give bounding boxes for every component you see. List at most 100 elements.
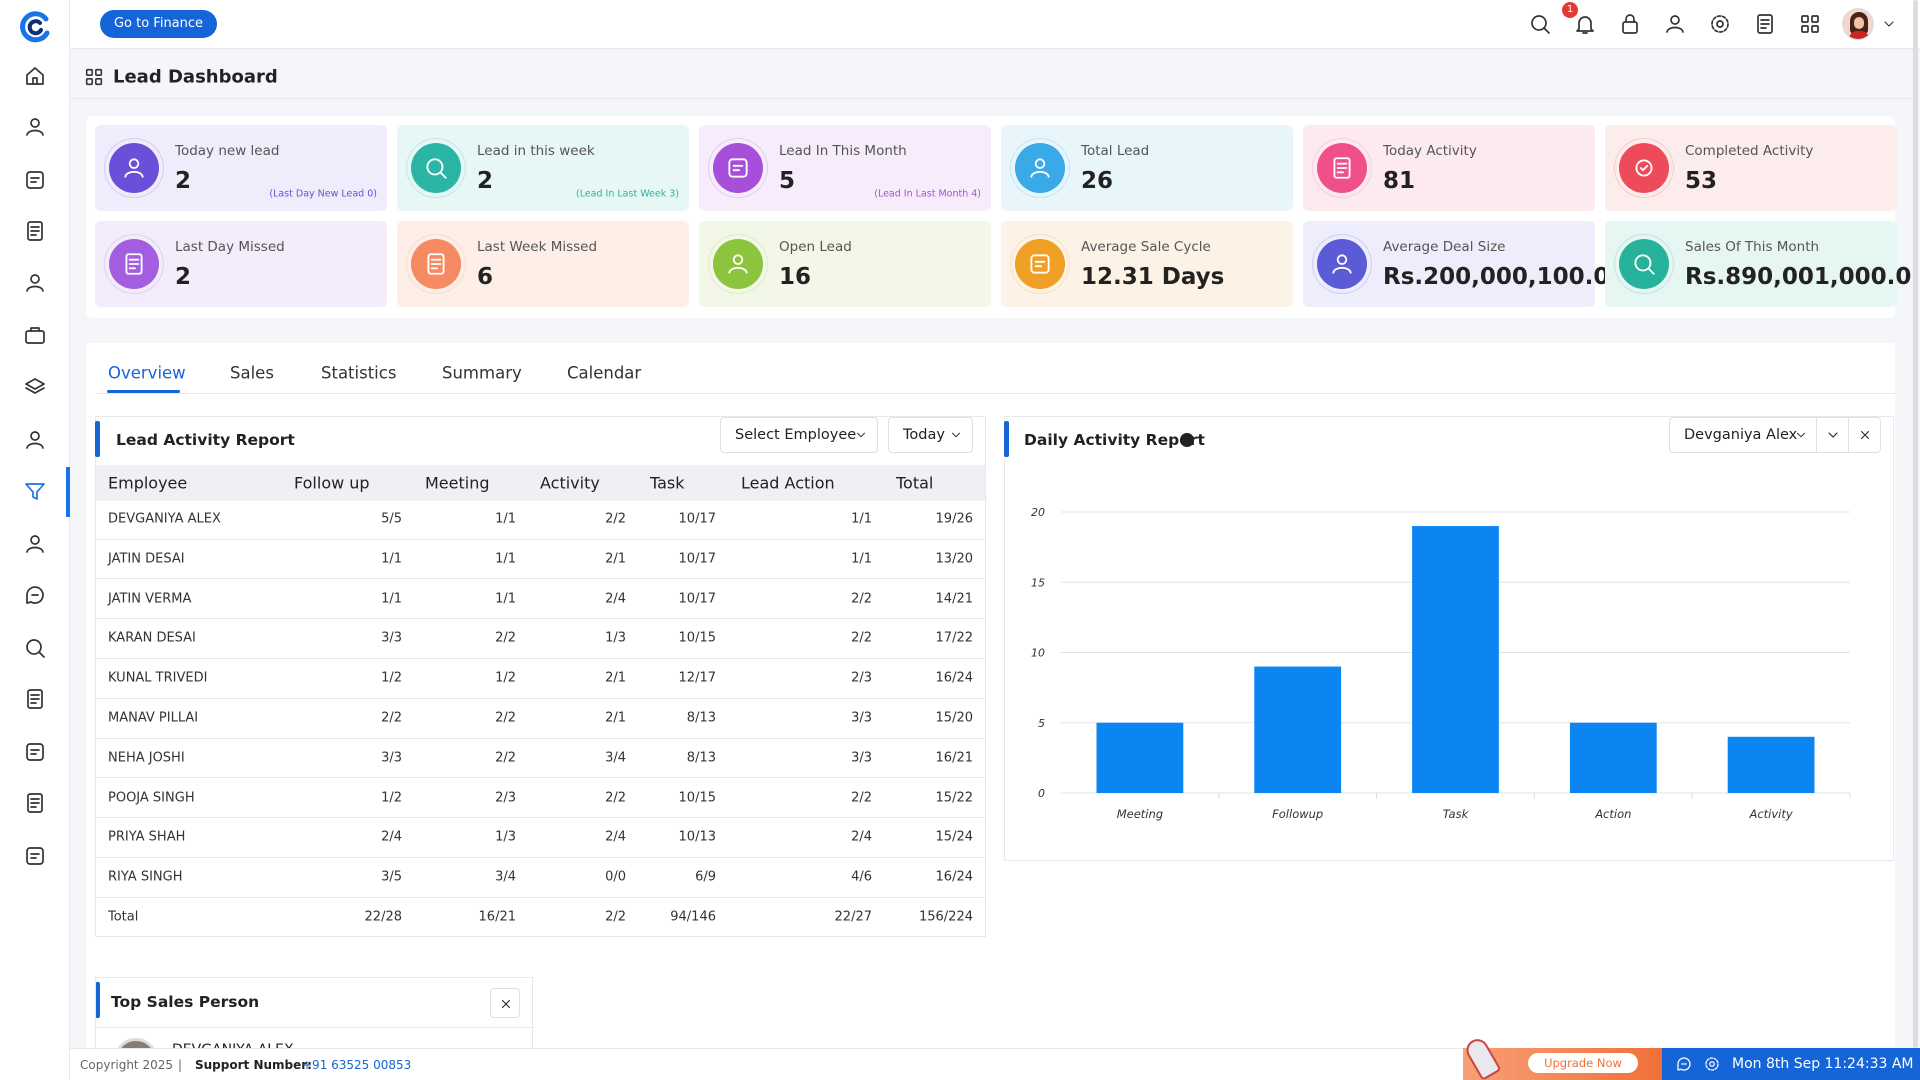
clock-icon — [1705, 1057, 1719, 1071]
stat-glyph — [427, 253, 445, 275]
column-header: Employee — [108, 473, 188, 493]
icon-shape — [1757, 14, 1773, 34]
sidebar — [0, 0, 70, 1080]
value-cell: 2/2 — [495, 710, 516, 726]
employee-cell: DEVGANIYA ALEX — [108, 511, 221, 527]
stat-value: Rs.890,001,000.0 — [1685, 264, 1912, 290]
y-tick-label: 20 — [1031, 506, 1045, 519]
stat-icon — [411, 143, 461, 193]
sidebar-icon[interactable] — [23, 844, 47, 868]
sidebar-icon[interactable] — [23, 687, 47, 711]
stat-value: 5 — [779, 168, 796, 194]
stat-card: Average Sale Cycle 12.31 Days — [1001, 221, 1293, 307]
avatar-body — [1849, 31, 1869, 39]
sidebar-icon[interactable] — [23, 791, 47, 815]
value-cell: 14/21 — [935, 591, 973, 607]
row-divider — [96, 618, 985, 620]
sidebar-icon[interactable] — [23, 636, 47, 660]
tab[interactable]: Statistics — [321, 363, 397, 383]
column-header: Lead Action — [741, 473, 835, 493]
sidebar-icon[interactable] — [23, 479, 47, 503]
stat-value: 2 — [175, 168, 192, 194]
filter-dropdown[interactable]: Select Employee — [720, 417, 878, 453]
value-cell: 1/1 — [381, 551, 402, 567]
icon-shape — [27, 221, 43, 241]
value-cell: 15/24 — [935, 829, 973, 845]
value-cell: 13/20 — [935, 551, 973, 567]
sidebar-icon[interactable] — [23, 64, 47, 88]
help-icon[interactable] — [1180, 433, 1194, 447]
tab[interactable]: Sales — [230, 363, 274, 383]
icon-shape — [1801, 15, 1809, 23]
sidebar-icon[interactable] — [23, 532, 47, 556]
value-cell: 2/2 — [495, 630, 516, 646]
avatar[interactable] — [1842, 8, 1874, 40]
toolbar-icon[interactable] — [1528, 12, 1552, 36]
toolbar-icon[interactable] — [1618, 12, 1642, 36]
stat-icon — [713, 143, 763, 193]
toolbar-icon[interactable] — [1708, 12, 1732, 36]
support-number[interactable]: +91 63525 00853 — [302, 1058, 412, 1072]
sidebar-icon[interactable] — [23, 375, 47, 399]
avatar-chevron[interactable] — [1881, 16, 1897, 32]
stat-value: 16 — [779, 264, 812, 290]
toolbar-icon[interactable] — [1573, 12, 1597, 36]
value-cell: 22/28 — [364, 909, 402, 925]
row-divider — [96, 737, 985, 739]
dropdown-chevron — [1797, 432, 1805, 438]
value-cell: 2/4 — [605, 829, 626, 845]
stat-note: (Lead In Last Month 4) — [874, 188, 981, 200]
value-cell: 2/1 — [605, 551, 626, 567]
icon-shape — [25, 387, 45, 394]
sidebar-icon[interactable] — [23, 323, 47, 347]
bar — [1254, 666, 1342, 793]
sidebar-icon[interactable] — [23, 219, 47, 243]
value-cell: 2/4 — [381, 829, 402, 845]
icon-shape — [27, 689, 43, 709]
sidebar-icon[interactable] — [23, 168, 47, 192]
value-cell: 15/20 — [935, 710, 973, 726]
toolbar-icon[interactable] — [1798, 12, 1822, 36]
upgrade-button[interactable]: Upgrade Now — [1528, 1053, 1638, 1073]
chevron-button[interactable] — [1816, 417, 1849, 453]
panel-title: Top Sales Person — [111, 993, 260, 1011]
finance-button[interactable]: Go to Finance — [100, 10, 217, 38]
stat-label: Today new lead — [175, 143, 280, 159]
sidebar-icon[interactable] — [23, 583, 47, 607]
tabs-divider — [95, 393, 1895, 394]
icon-shape — [26, 586, 44, 604]
close-button[interactable] — [1848, 417, 1881, 453]
filter-dropdown[interactable]: Today — [888, 417, 973, 453]
icon-shape — [26, 639, 42, 655]
value-cell: 2/2 — [495, 750, 516, 766]
logo[interactable] — [19, 11, 51, 43]
tab[interactable]: Calendar — [567, 363, 642, 383]
toolbar-icon[interactable] — [1663, 12, 1687, 36]
close-button[interactable] — [490, 988, 520, 1018]
tab[interactable]: Overview — [108, 363, 186, 383]
separator: | — [178, 1058, 183, 1072]
filter-label: Today — [903, 427, 945, 443]
sidebar-icon[interactable] — [23, 428, 47, 452]
icon-shape — [1716, 20, 1724, 28]
x-tick-label: Followup — [1272, 807, 1323, 821]
icon-shape — [732, 254, 744, 265]
sidebar-icon[interactable] — [23, 740, 47, 764]
tab[interactable]: Summary — [442, 363, 522, 383]
value-cell: 16/24 — [935, 869, 973, 885]
chat-icon[interactable] — [1675, 1055, 1693, 1073]
employee-dropdown[interactable]: Devganiya Alex — [1669, 417, 1817, 453]
employee-cell: MANAV PILLAI — [108, 710, 199, 726]
icon-shape — [1801, 25, 1809, 33]
x-tick-label: Task — [1443, 807, 1470, 821]
stat-note: (Lead In Last Week 3) — [576, 188, 679, 200]
toolbar-icon[interactable] — [1753, 12, 1777, 36]
sidebar-icon[interactable] — [23, 115, 47, 139]
lead-activity-panel: Lead Activity Report Select Employee Today… — [95, 416, 986, 937]
scrollbar — [1913, 0, 1918, 1048]
stat-icon — [1317, 143, 1367, 193]
icon-shape — [26, 743, 44, 761]
icon-shape — [1811, 25, 1819, 33]
sidebar-icon[interactable] — [23, 271, 47, 295]
upgrade-banner[interactable]: Upgrade Now — [1462, 1035, 1662, 1080]
